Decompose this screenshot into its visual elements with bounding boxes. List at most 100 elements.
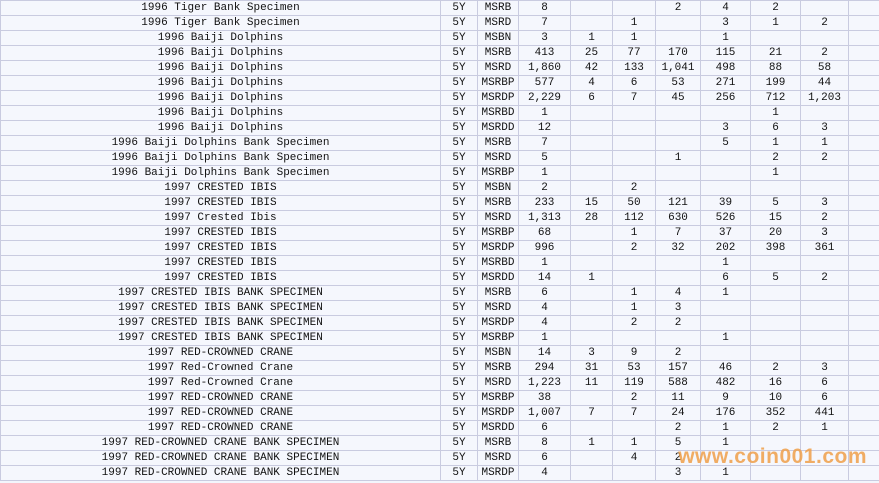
table-cell: 5Y (440, 465, 478, 481)
table-cell: 588 (655, 375, 701, 391)
table-cell: 7 (570, 405, 613, 421)
table-cell: 1997 Crested Ibis (0, 210, 441, 226)
table-cell: MSRDP (477, 315, 519, 331)
table-cell: 38 (518, 390, 571, 406)
table-cell (570, 165, 613, 181)
table-cell: 20 (750, 225, 801, 241)
table-cell: 28 (570, 210, 613, 226)
table-cell (848, 90, 879, 106)
table-cell: 5Y (440, 75, 478, 91)
table-cell: 1 (518, 165, 571, 181)
table-cell (848, 285, 879, 301)
table-cell: 1997 CRESTED IBIS (0, 195, 441, 211)
watermark: www.coin001.com (678, 445, 867, 468)
table-cell: MSRB (477, 135, 519, 151)
table-cell (848, 15, 879, 31)
table-cell (848, 150, 879, 166)
table-cell: 1996 Baiji Dolphins (0, 120, 441, 136)
table-cell: 50 (612, 195, 656, 211)
table-row: 1996 Baiji Dolphins Bank Specimen 5Y MSRD 5… (0, 150, 879, 166)
table-cell: 2 (655, 450, 701, 466)
table-cell (848, 105, 879, 121)
table-cell (700, 165, 751, 181)
table-cell (570, 225, 613, 241)
table-row: 1996 Baiji Dolphins Bank Specimen 5Y MSRB 7… (0, 135, 879, 151)
table-cell (848, 195, 879, 211)
table-cell: 3 (700, 15, 751, 31)
table-cell: 3 (655, 465, 701, 481)
table-cell (848, 30, 879, 46)
table-cell: 577 (518, 75, 571, 91)
table-cell (655, 120, 701, 136)
table-cell (800, 285, 849, 301)
table-row: 1997 RED-CROWNED CRANE 5Y MSRDD 6 2 1 2 1 (0, 420, 879, 436)
table-cell (800, 30, 849, 46)
table-cell: 202 (700, 240, 751, 256)
table-cell (848, 75, 879, 91)
table-cell (700, 300, 751, 316)
table-cell: 1996 Baiji Dolphins (0, 75, 441, 91)
table-cell: 9 (612, 345, 656, 361)
table-row: 1997 CRESTED IBIS BANK SPECIMEN 5Y MSRDP 4 2… (0, 315, 879, 331)
table-row: 1996 Baiji Dolphins 5Y MSRBP 577 4 6 53 271 199 4… (0, 75, 879, 91)
table-cell: 5Y (440, 390, 478, 406)
table-cell: 5Y (440, 240, 478, 256)
table-cell (612, 465, 656, 481)
table-cell: MSRDP (477, 240, 519, 256)
table-cell: MSRD (477, 15, 519, 31)
table-cell: 6 (518, 285, 571, 301)
table-cell (750, 285, 801, 301)
table-cell (655, 165, 701, 181)
table-cell (655, 135, 701, 151)
table-cell: 7 (518, 135, 571, 151)
table-cell (612, 150, 656, 166)
table-cell: 2 (750, 420, 801, 436)
table-cell (800, 165, 849, 181)
table-cell: MSRDD (477, 270, 519, 286)
table-cell: 1996 Baiji Dolphins (0, 45, 441, 61)
table-cell: 5Y (440, 315, 478, 331)
table-cell: 1 (700, 420, 751, 436)
table-row: 1997 RED-CROWNED CRANE 5Y MSRBP 38 2 11 9 10 6 (0, 390, 879, 406)
table-cell: 5Y (440, 120, 478, 136)
table-cell (800, 255, 849, 271)
table-cell: 233 (518, 195, 571, 211)
table-cell: 176 (700, 405, 751, 421)
table-cell: MSRD (477, 450, 519, 466)
table-cell: 1997 RED-CROWNED CRANE (0, 405, 441, 421)
table-row: 1997 CRESTED IBIS BANK SPECIMEN 5Y MSRBP 1 1 (0, 330, 879, 346)
table-cell: 6 (800, 375, 849, 391)
table-cell (570, 180, 613, 196)
table-cell: 7 (518, 15, 571, 31)
table-cell: 157 (655, 360, 701, 376)
table-cell: 4 (612, 450, 656, 466)
table-row: 1996 Baiji Dolphins 5Y MSRD 1,860 42 133 1,041… (0, 60, 879, 76)
table-cell: 1 (612, 300, 656, 316)
table-cell: 1 (700, 465, 751, 481)
table-cell: 1997 Red-Crowned Crane (0, 360, 441, 376)
table-cell (612, 420, 656, 436)
table-cell: 5Y (440, 0, 478, 16)
table-cell: 1997 CRESTED IBIS (0, 270, 441, 286)
table-cell (848, 345, 879, 361)
table-cell: 1996 Baiji Dolphins (0, 90, 441, 106)
table-cell: MSRD (477, 375, 519, 391)
table-cell: 1 (700, 435, 751, 451)
table-cell: 1997 CRESTED IBIS (0, 240, 441, 256)
table-cell: 3 (800, 360, 849, 376)
table-cell: 1996 Tiger Bank Specimen (0, 0, 441, 16)
table-cell: 15 (750, 210, 801, 226)
table-cell: MSRB (477, 435, 519, 451)
table-cell (612, 270, 656, 286)
table-cell (848, 240, 879, 256)
table-cell: 5Y (440, 360, 478, 376)
table-cell: 1 (800, 420, 849, 436)
table-cell: 5Y (440, 345, 478, 361)
table-row: 1997 CRESTED IBIS BANK SPECIMEN 5Y MSRD 4 1 3 (0, 300, 879, 316)
table-cell (612, 255, 656, 271)
table-cell (848, 180, 879, 196)
table-cell (570, 0, 613, 16)
table-cell: 2 (612, 390, 656, 406)
table-cell: 7 (612, 405, 656, 421)
